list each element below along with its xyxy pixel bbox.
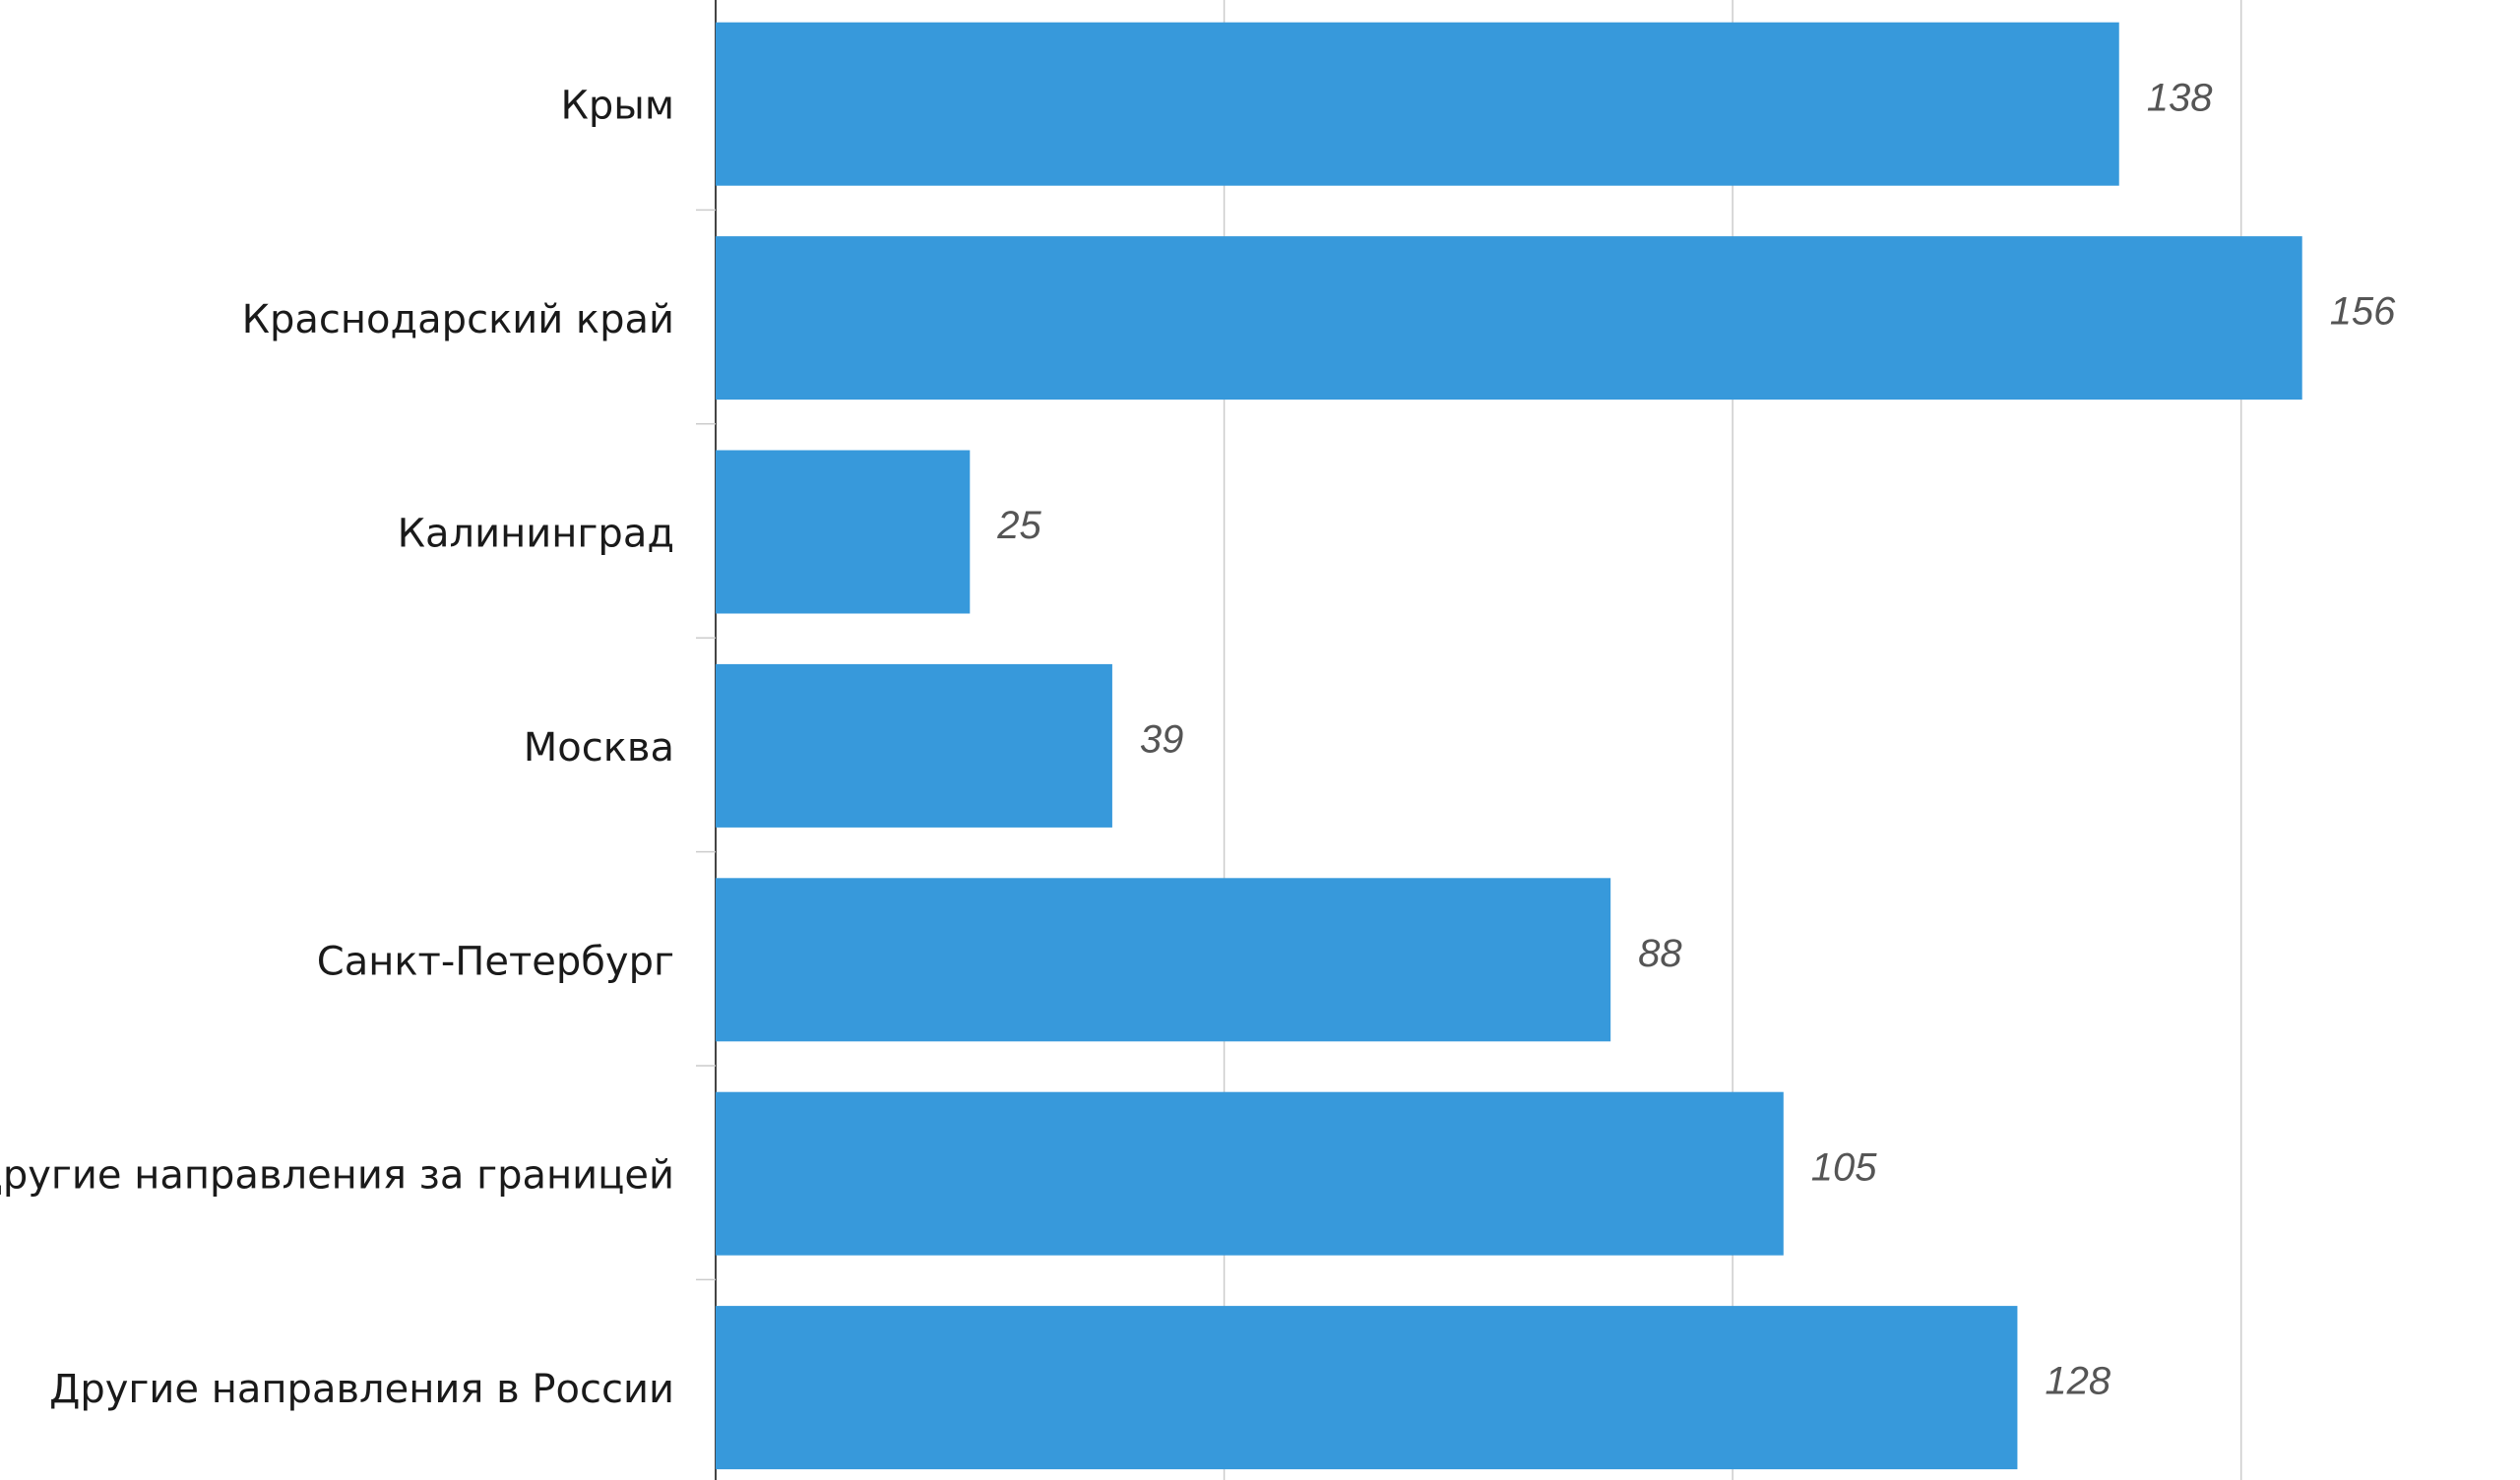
category-label: Другие направления за границей (0, 1153, 674, 1199)
bar (716, 236, 2302, 401)
category-label: Другие направления в России (49, 1367, 674, 1412)
bar (716, 663, 1112, 828)
category-label: Санкт-Петербург (317, 939, 674, 984)
bar (716, 1091, 1784, 1256)
value-label: 39 (1140, 717, 1184, 761)
bar (716, 22, 2119, 186)
value-label: 138 (2147, 76, 2213, 119)
bar (716, 1306, 2018, 1470)
bar (716, 450, 971, 614)
value-label: 25 (996, 504, 1041, 547)
category-label: Москва (524, 725, 674, 771)
category-label: Крым (560, 84, 674, 129)
value-label: 156 (2330, 290, 2396, 334)
bar (716, 878, 1611, 1042)
value-label: 88 (1638, 932, 1682, 975)
category-label: Калининград (398, 512, 674, 557)
value-label: 128 (2045, 1360, 2110, 1403)
category-label: Краснодарский край (242, 297, 674, 342)
value-label: 105 (1811, 1145, 1877, 1189)
